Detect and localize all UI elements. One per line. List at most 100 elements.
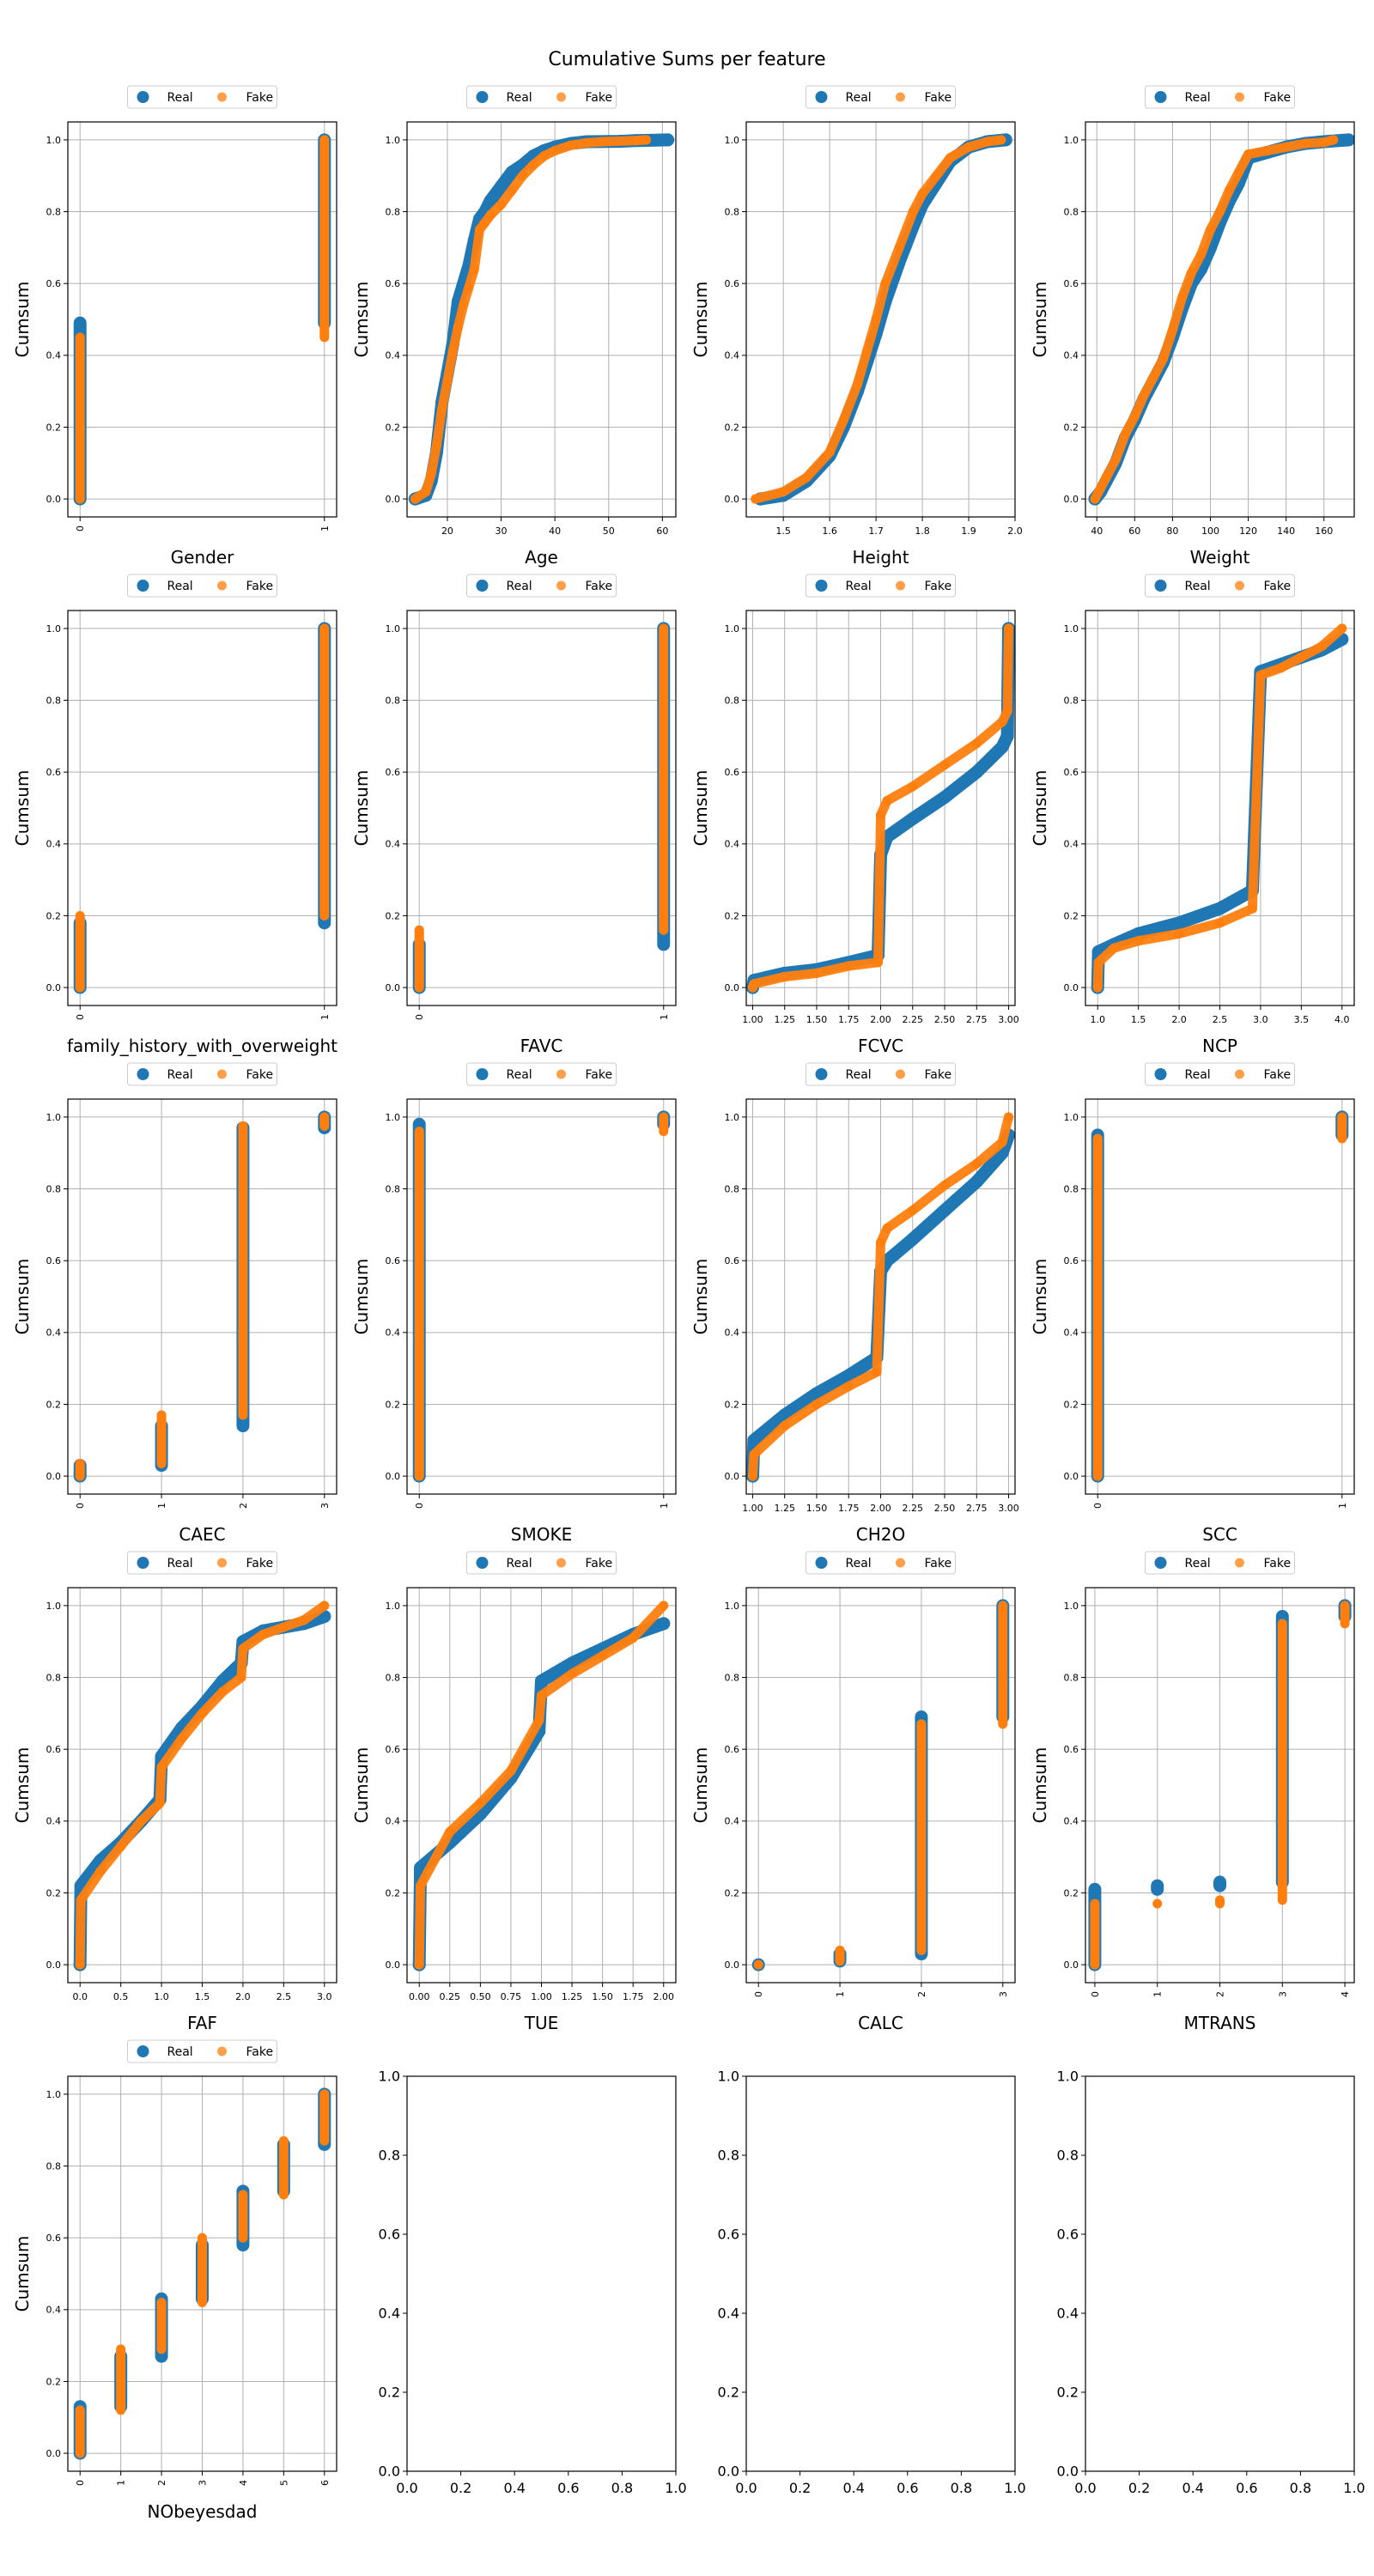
x-tick-label: 1.00 <box>531 1991 552 2002</box>
legend-label-fake: Fake <box>925 1068 952 1082</box>
data-point <box>931 171 941 181</box>
y-tick-label: 0.0 <box>46 494 62 505</box>
data-point <box>1225 185 1235 195</box>
data-point <box>1300 138 1310 149</box>
x-axis-label: FAVC <box>520 1036 563 1056</box>
y-tick-label: 0.6 <box>46 278 62 289</box>
y-tick-label: 0.4 <box>379 2306 400 2322</box>
axes-frame <box>1085 121 1355 518</box>
legend-marker-fake <box>556 1558 566 1568</box>
legend-marker-fake <box>896 1558 905 1568</box>
legend-marker-fake <box>896 92 905 102</box>
y-tick-label: 0.0 <box>1064 494 1079 505</box>
legend-box <box>1145 1551 1295 1575</box>
data-point <box>198 1708 207 1718</box>
data-layer <box>412 1110 671 1483</box>
x-axis-label: Height <box>852 547 909 568</box>
legend: Real Fake <box>1145 574 1295 598</box>
y-axis-label: Cumsum <box>12 770 33 847</box>
y-tick-label: 0.2 <box>1064 910 1079 921</box>
data-point <box>485 210 495 221</box>
x-tick-label: 1.75 <box>838 1503 860 1514</box>
y-tick-label: 0.2 <box>386 910 401 921</box>
legend-label-fake: Fake <box>246 2045 274 2059</box>
y-tick-label: 0.8 <box>1064 1672 1079 1683</box>
series-line <box>75 1601 330 1970</box>
x-tick-label: 1.25 <box>562 1991 583 2002</box>
series-fake <box>747 1112 1014 1481</box>
x-tick-label: 2.00 <box>870 1503 891 1514</box>
x-tick-label: 1.8 <box>915 526 930 537</box>
data-point <box>1319 137 1329 148</box>
x-tick-label: 0 <box>75 1503 86 1509</box>
data-point <box>1172 916 1186 930</box>
y-tick-label: 0.4 <box>725 350 740 361</box>
legend-marker-fake <box>556 1069 566 1079</box>
legend-label-fake: Fake <box>586 91 613 105</box>
data-layer <box>746 622 1015 994</box>
y-tick-label: 0.4 <box>1064 350 1079 361</box>
subplot-Age: 20 30 40 50 60 0.0 0.2 0.4 0.6 0.8 1.0 Age Cumsum Rea… <box>351 85 677 568</box>
y-axis-label: Cumsum <box>12 1259 33 1335</box>
y-tick-label: 0.6 <box>386 1255 401 1267</box>
x-tick-label: 1.0 <box>1004 2480 1025 2496</box>
legend-marker-real <box>1154 1068 1167 1080</box>
x-tick-label: 2.00 <box>870 1014 891 1025</box>
y-tick-label: 1.0 <box>46 2089 62 2100</box>
data-point <box>155 1798 165 1808</box>
data-point <box>1004 1112 1014 1122</box>
legend-box <box>1145 574 1295 598</box>
data-point <box>780 1421 790 1431</box>
subplot-grid: 0 1 0.0 0.2 0.4 0.6 0.8 1.0 Gender Cumsum Real Fake… <box>12 85 1365 2522</box>
y-tick-label: 0.2 <box>379 2385 400 2401</box>
y-tick-label: 0.2 <box>386 1887 401 1899</box>
legend-box <box>806 574 956 598</box>
y-tick-label: 0.2 <box>725 1887 740 1899</box>
axes-frame <box>406 610 677 1006</box>
x-tick-label: 1 <box>1152 1991 1164 1997</box>
data-point <box>908 781 918 792</box>
x-tick-label: 3.0 <box>1253 1014 1268 1025</box>
y-tick-label: 0.4 <box>1064 1816 1079 1827</box>
y-tick-label: 0.0 <box>46 2448 62 2459</box>
data-point <box>1186 268 1196 278</box>
x-axis-label: MTRANS <box>1184 2013 1256 2033</box>
x-tick-label: 1.25 <box>774 1014 795 1025</box>
y-tick-label: 1.0 <box>1064 1112 1079 1123</box>
x-axis-label: family_history_with_overweight <box>67 1036 337 1056</box>
legend-marker-fake <box>217 92 227 102</box>
x-tick-label: 0 <box>1092 1503 1103 1509</box>
data-point <box>442 375 453 386</box>
subplot-MTRANS: 0 1 2 3 4 0.0 0.2 0.4 0.6 0.8 1.0 MTRANS Cumsum Real F… <box>1030 1551 1355 2033</box>
y-tick-label: 0.8 <box>46 2160 62 2172</box>
y-tick-label: 0.6 <box>725 278 740 289</box>
legend-label-fake: Fake <box>246 91 274 105</box>
data-point <box>437 404 447 415</box>
data-point <box>971 1158 982 1169</box>
data-point <box>475 1798 485 1808</box>
x-tick-label: 3 <box>198 2480 209 2486</box>
axes-frame <box>406 121 677 518</box>
y-tick-label: 0.6 <box>46 2233 62 2244</box>
data-point <box>598 137 608 147</box>
plot-area <box>407 2076 676 2471</box>
y-tick-label: 0.6 <box>386 767 401 778</box>
x-tick-label: 1.00 <box>742 1503 763 1514</box>
series-fake <box>75 1601 330 1970</box>
y-tick-label: 1.0 <box>1057 2069 1079 2085</box>
data-point <box>1213 902 1226 915</box>
y-tick-label: 0.8 <box>1064 695 1079 706</box>
legend-marker-real <box>476 1068 489 1080</box>
x-tick-label: 1.25 <box>774 1503 795 1514</box>
legend-marker-real <box>476 580 489 592</box>
axes-frame <box>67 610 337 1006</box>
legend-label-real: Real <box>1185 580 1211 593</box>
series-fake <box>1090 1601 1350 1970</box>
axes-frame <box>406 2075 677 2472</box>
axes-frame <box>745 1587 1016 1984</box>
data-point <box>842 1369 855 1382</box>
x-tick-label: 1.00 <box>742 1014 763 1025</box>
y-tick-label: 0.2 <box>725 1399 740 1410</box>
data-point <box>475 224 485 234</box>
y-tick-label: 0.8 <box>386 1672 401 1683</box>
